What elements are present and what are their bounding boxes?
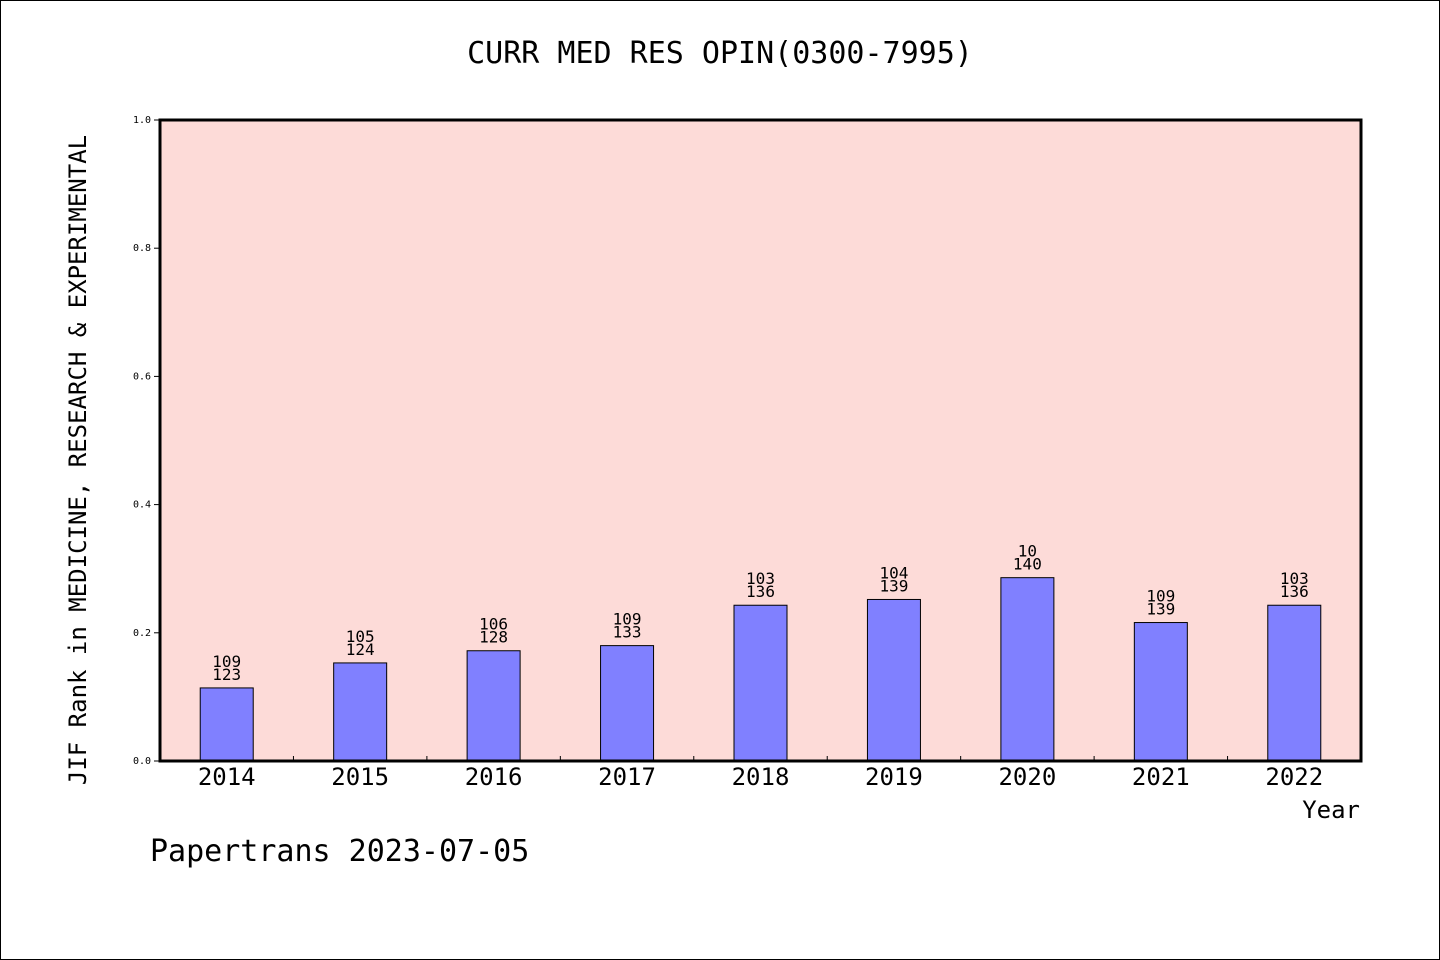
data-label-rank: 109 <box>212 652 241 671</box>
data-label-total: 136 <box>1280 582 1309 601</box>
data-label-total: 123 <box>212 665 241 684</box>
x-tick-label: 2022 <box>1265 763 1323 791</box>
y-tick-label: 0.6 <box>133 371 151 382</box>
x-tick-label: 2018 <box>732 763 790 791</box>
data-label-total: 124 <box>346 640 375 659</box>
y-tick-label: 0.2 <box>133 628 151 639</box>
chart-title: CURR MED RES OPIN(0300-7995) <box>467 36 973 71</box>
x-axis-label: Year <box>1302 796 1360 824</box>
data-label-total: 133 <box>613 623 642 642</box>
x-tick-label: 2014 <box>198 763 256 791</box>
data-label-rank: 106 <box>479 615 508 634</box>
plot-border <box>158 118 1363 763</box>
footer-stamp: Papertrans 2023-07-05 <box>150 834 530 869</box>
data-label-rank: 109 <box>613 610 642 629</box>
y-tick-label: 1.0 <box>133 115 151 126</box>
y-tick-label: 0.0 <box>133 756 151 767</box>
data-label-rank: 109 <box>1146 587 1175 606</box>
x-tick-label: 2020 <box>998 763 1056 791</box>
bar <box>600 645 655 762</box>
data-label-rank: 10 <box>1018 542 1037 561</box>
bar <box>1267 604 1322 762</box>
data-label-total: 139 <box>1146 600 1175 619</box>
data-label-total: 140 <box>1013 555 1042 574</box>
bar <box>199 687 254 762</box>
data-label-rank: 105 <box>346 627 375 646</box>
bar <box>733 604 788 762</box>
bar <box>333 662 388 762</box>
data-label-total: 128 <box>479 628 508 647</box>
bar <box>866 598 921 762</box>
data-label-rank: 104 <box>879 563 908 582</box>
x-tick-label: 2015 <box>331 763 389 791</box>
x-tick-label: 2017 <box>598 763 656 791</box>
data-label-rank: 103 <box>1280 569 1309 588</box>
y-tick-label: 0.8 <box>133 243 151 254</box>
data-label-total: 139 <box>879 576 908 595</box>
y-tick-label: 0.4 <box>133 500 151 511</box>
x-tick-label: 2019 <box>865 763 923 791</box>
data-label-rank: 103 <box>746 569 775 588</box>
data-label-total: 136 <box>746 582 775 601</box>
x-tick-label: 2016 <box>465 763 523 791</box>
bar <box>1133 622 1188 762</box>
x-tick-label: 2021 <box>1132 763 1190 791</box>
bar <box>466 650 521 762</box>
bar <box>1000 577 1055 762</box>
